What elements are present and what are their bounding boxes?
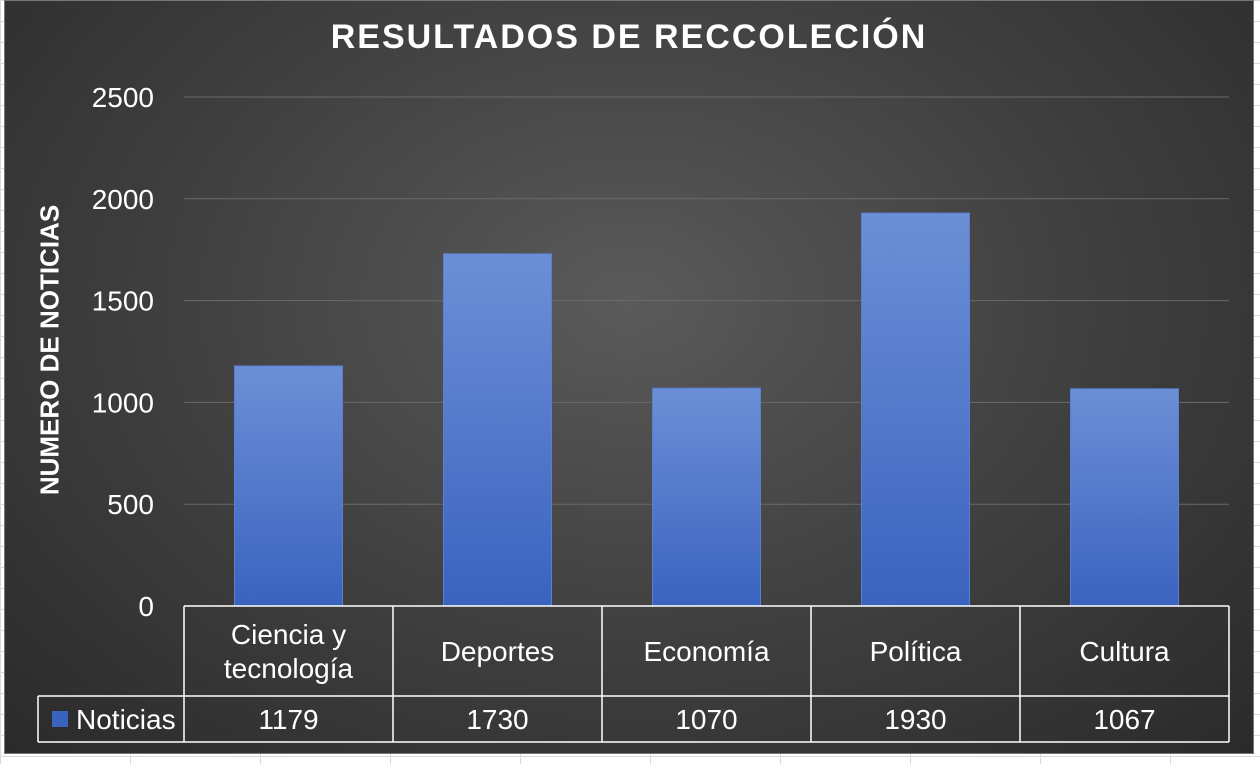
bar [234,365,343,607]
data-label: 1070 [675,704,737,735]
x-tick-label: Política [870,636,962,667]
bar [652,387,761,607]
chart-title: RESULTADOS DE RECCOLECIÓN [330,18,928,56]
legend-label: Noticias [76,704,176,735]
x-tick-label: Economía [643,636,769,667]
x-tick-label: tecnología [224,653,354,684]
y-tick-label: 1000 [92,387,154,418]
chart-area[interactable]: RESULTADOS DE RECCOLECIÓN NUMERO DE NOTI… [4,0,1254,754]
y-tick-label: 2500 [92,82,154,113]
data-label: 1179 [258,704,318,735]
y-tick-label: 0 [138,591,154,622]
legend-swatch [52,711,68,727]
y-tick-label: 500 [107,489,154,520]
data-label: 1067 [1093,704,1155,735]
x-tick-label: Ciencia y [231,619,346,650]
bar [443,253,552,607]
data-label: 1730 [466,704,528,735]
x-tick-label: Cultura [1079,636,1170,667]
bar [861,212,970,607]
bar [1070,388,1179,607]
data-label: 1930 [884,704,946,735]
y-tick-label: 2000 [92,184,154,215]
x-tick-label: Deportes [441,636,555,667]
y-tick-label: 1500 [92,286,154,317]
